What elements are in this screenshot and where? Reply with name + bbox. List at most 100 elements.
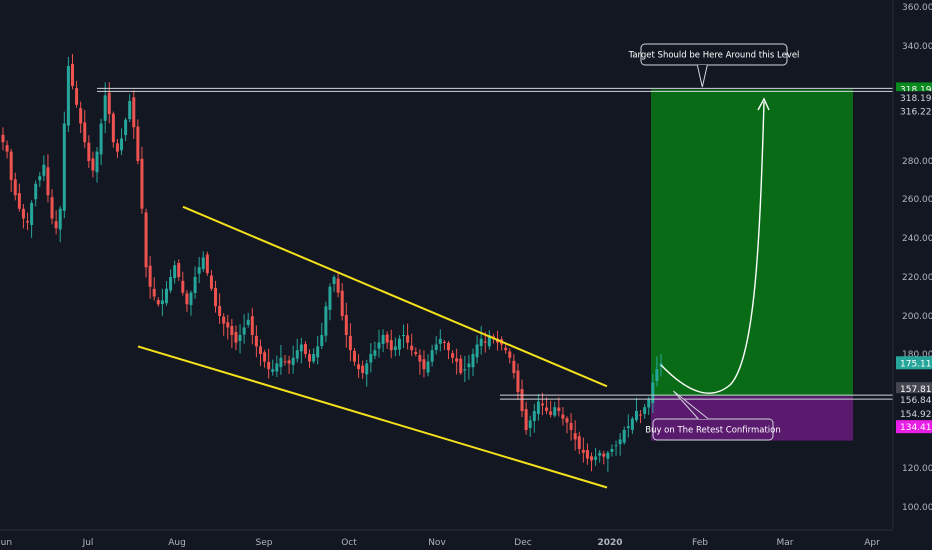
price-tick-label: 120.00 (902, 464, 932, 474)
candle-body (164, 288, 168, 304)
candle-body (238, 335, 242, 342)
candle-body (181, 280, 185, 293)
candle-body (66, 66, 70, 126)
projection-arrowhead (757, 97, 770, 111)
candle-body (185, 293, 189, 305)
candle-body (21, 208, 25, 219)
candle-body (385, 334, 389, 343)
time-tick-label: Jun (0, 538, 12, 548)
candle-body (316, 346, 320, 358)
candle-body (565, 418, 569, 423)
candle-body (124, 119, 128, 136)
candle-body (95, 151, 99, 173)
candle-body (410, 345, 414, 351)
candle-body (655, 369, 659, 382)
candle-body (324, 306, 328, 336)
price-tag-label: 318.19 (900, 94, 932, 104)
candle-body (271, 369, 275, 372)
trade-zones (651, 89, 853, 441)
candle-body (630, 418, 634, 430)
candle-body (532, 411, 536, 422)
target-callout: Target Should be Here Around this Level (628, 43, 799, 88)
price-tag-label: 134.41 (900, 423, 932, 433)
candle-body (634, 411, 638, 421)
price-tick-label: 280.00 (902, 157, 932, 167)
candle-body (606, 452, 610, 459)
candle-body (459, 358, 463, 373)
candle-body (508, 351, 512, 358)
target-callout-box (640, 43, 788, 66)
price-tag-bg (896, 420, 932, 434)
candle-body (328, 286, 332, 310)
candle-body (160, 300, 164, 305)
candle-body (430, 350, 434, 362)
candle-body (365, 363, 369, 375)
candle-body (128, 101, 132, 120)
time-tick-label: Feb (692, 538, 708, 548)
price-tick-label: 180.00 (902, 350, 932, 360)
candle-body (397, 338, 401, 350)
candle-body (62, 123, 66, 211)
candle-body (610, 449, 614, 452)
candle-body (357, 364, 361, 370)
candle-body (107, 92, 111, 115)
candle-body (209, 275, 213, 289)
candle-body (132, 97, 136, 128)
candle-body (177, 263, 181, 277)
candle-body (46, 167, 50, 196)
candle-body (361, 365, 365, 373)
candle-body (70, 63, 74, 86)
time-tick-label: Sep (256, 538, 273, 548)
candle-body (651, 382, 655, 404)
candle-body (83, 122, 87, 143)
candle-body (258, 346, 262, 354)
candle-body (406, 335, 410, 343)
price-tag-bg (896, 91, 932, 105)
candlestick-series (1, 54, 663, 472)
candle-body (377, 342, 381, 349)
candle-body (463, 369, 467, 371)
candle-body (201, 257, 205, 270)
candle-body (516, 370, 520, 392)
candle-body (156, 300, 160, 305)
candle-body (9, 151, 13, 180)
candle-body (136, 126, 140, 161)
price-tag-label: 316.22 (900, 107, 932, 117)
candle-body (320, 335, 324, 346)
candle-body (242, 327, 246, 335)
candle-body (540, 403, 544, 406)
candle-body (536, 401, 540, 414)
candle-body (528, 420, 532, 428)
candle-body (344, 315, 348, 335)
candle-body (291, 357, 295, 365)
candle-body (336, 278, 340, 293)
price-tag-label: 154.92 (900, 410, 932, 420)
candle-body (34, 183, 38, 200)
candle-body (169, 277, 173, 291)
candle-body (283, 361, 287, 363)
candle-body (99, 123, 103, 155)
time-tick-label: Apr (864, 538, 880, 548)
candle-body (91, 158, 95, 171)
candle-body (622, 430, 626, 443)
candle-body (308, 354, 312, 362)
candle-body (434, 344, 438, 351)
candle-body (246, 319, 250, 325)
candle-body (230, 326, 234, 335)
candle-body (549, 411, 553, 415)
candle-body (545, 407, 549, 411)
candle-body (512, 360, 516, 373)
candle-body (479, 338, 483, 347)
candle-body (475, 344, 479, 358)
time-tick-label: Nov (428, 538, 446, 548)
candle-body (426, 361, 430, 373)
upper-channel-line (182, 205, 608, 388)
candle-body (569, 422, 573, 430)
candle-body (557, 407, 561, 411)
time-tick-label: Aug (168, 538, 186, 548)
buy-callout-tail (673, 390, 709, 420)
candle-body (524, 409, 528, 430)
time-tick-label: Dec (514, 538, 531, 548)
candle-body (254, 335, 258, 347)
